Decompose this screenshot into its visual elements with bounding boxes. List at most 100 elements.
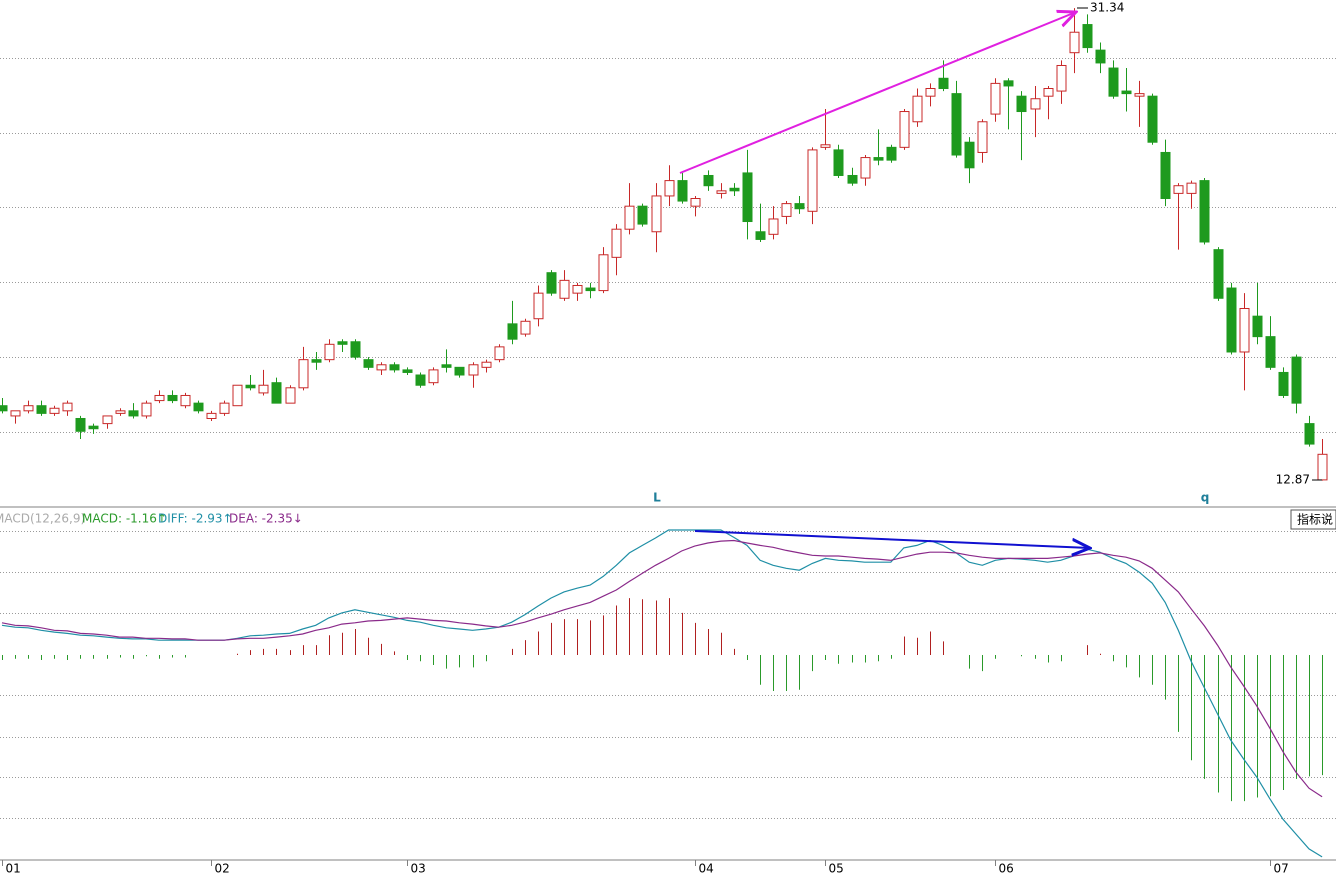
candle-body [1082, 24, 1093, 49]
candle-body [768, 218, 779, 235]
candle-body [311, 359, 322, 363]
candle-body [1043, 88, 1054, 97]
candle-body [729, 187, 740, 192]
candle-body [912, 95, 923, 123]
candle-body [180, 394, 191, 407]
candle-body [820, 144, 831, 148]
marker-label: L [653, 491, 661, 505]
macd-panel [0, 529, 1336, 858]
candle-body [350, 341, 361, 358]
candle-body [742, 172, 753, 223]
x-tick-label: 04 [699, 862, 714, 876]
candle-body [1199, 180, 1210, 243]
x-tick-label: 02 [215, 862, 230, 876]
legend-entry: DEA: -2.35↓ [229, 512, 303, 526]
candle-body [716, 190, 727, 194]
indicator-title: MACD(12,26,9) [0, 512, 85, 526]
candle-body [1252, 315, 1263, 338]
candle-body [1134, 93, 1145, 97]
candle-body [389, 364, 400, 371]
candle-body [1121, 90, 1132, 95]
candle-body [258, 384, 269, 394]
candle-body [23, 405, 34, 412]
candle-body [1003, 80, 1014, 87]
candle-body [951, 93, 962, 156]
low-label: 12.87 [1276, 473, 1310, 487]
price-panel [0, 8, 1336, 481]
candle-body [376, 364, 387, 371]
candle-body [977, 121, 988, 153]
candle-body [363, 359, 374, 368]
trend-arrow [679, 12, 1076, 174]
candle-body [1147, 95, 1158, 143]
x-tick-label: 06 [999, 862, 1014, 876]
candle-body [1108, 67, 1119, 97]
candle-body [860, 157, 871, 179]
candle-body [1265, 336, 1276, 368]
divergence-arrow [694, 530, 1090, 548]
candle-body [1160, 151, 1171, 200]
candle-body [559, 279, 570, 299]
macd-line [1, 529, 1323, 858]
high-label: 31.34 [1090, 1, 1124, 15]
candle-body [402, 369, 413, 373]
x-tick-label: 03 [411, 862, 426, 876]
candle-body [428, 369, 439, 384]
candle-body [873, 157, 884, 161]
candle-body [298, 359, 309, 389]
candle-body [611, 228, 622, 258]
candle-body [1186, 182, 1197, 194]
candle-body [245, 384, 256, 389]
candle-body [546, 272, 557, 294]
candle-body [624, 205, 635, 230]
candle-body [1226, 287, 1237, 353]
candle-body [664, 180, 675, 197]
button-frame[interactable] [1290, 509, 1336, 530]
x-tick-label: 01 [6, 862, 21, 876]
candle-body [62, 402, 73, 412]
candle-body [0, 405, 8, 412]
candle-body [36, 405, 47, 414]
candle-body [807, 149, 818, 212]
button-label[interactable]: 指标说 [1297, 512, 1333, 527]
candle-body [415, 374, 426, 386]
candle-body [598, 254, 609, 292]
legend-entry: DIFF: -2.93↑ [158, 512, 233, 526]
candle-body [964, 141, 975, 169]
candle-body [1030, 98, 1041, 110]
legend-entry: MACD: -1.16↑ [82, 512, 167, 526]
candle-body [1095, 49, 1106, 64]
candle-body [1291, 356, 1302, 404]
candle-body [886, 146, 897, 161]
candle-body [193, 402, 204, 412]
candle-body [454, 366, 465, 376]
candle-body [507, 323, 518, 340]
candle-body [1278, 371, 1289, 396]
candle-body [468, 364, 479, 376]
x-tick-label: 05 [829, 862, 844, 876]
candle-body [1056, 64, 1067, 92]
candle-body [167, 394, 178, 402]
candle-body [337, 341, 348, 345]
candle-body [219, 402, 230, 414]
candle-body [938, 77, 949, 90]
candle-body [481, 361, 492, 368]
candle-body [533, 292, 544, 320]
candle-body [585, 287, 596, 292]
candle-body [1069, 31, 1080, 54]
candle-body [755, 231, 766, 240]
candle-body [794, 203, 805, 210]
candle-body [1213, 249, 1224, 299]
candle-body [141, 402, 152, 417]
candle-body [651, 195, 662, 233]
candle-body [847, 174, 858, 184]
candle-body [102, 415, 113, 425]
indicator-button[interactable]: 指标说 [1290, 509, 1336, 530]
candle-body [271, 382, 282, 404]
candle-body [441, 364, 452, 368]
macd-line [1, 539, 1323, 798]
candle-body [494, 346, 505, 361]
candle-body [232, 384, 243, 407]
